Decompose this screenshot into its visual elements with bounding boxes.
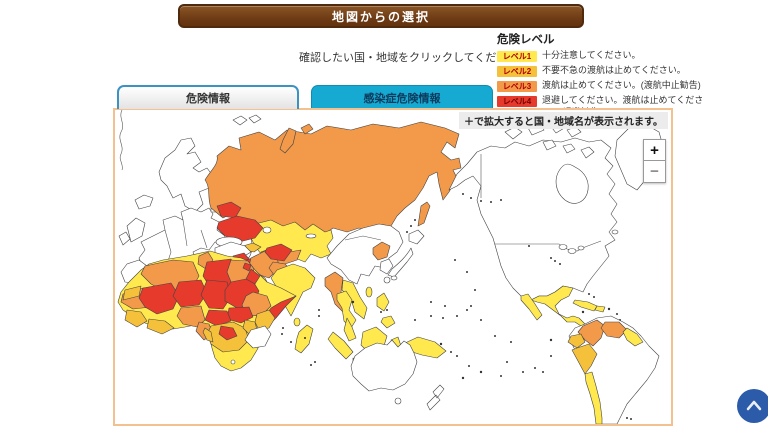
tab-danger-info[interactable]: 危険情報 bbox=[117, 85, 299, 109]
level2-chip: レベル2 bbox=[497, 66, 537, 77]
region-eastern-europe[interactable] bbox=[215, 201, 264, 253]
pacific-islands bbox=[281, 245, 561, 380]
level3-text: 渡航は止めてください。(渡航中止勧告) bbox=[542, 80, 701, 90]
back-to-top-button[interactable] bbox=[737, 389, 768, 423]
tab-infectious-disease-label: 感染症危険情報 bbox=[363, 92, 441, 105]
tab-infectious-disease-info[interactable]: 感染症危険情報 bbox=[311, 85, 493, 109]
legend-row-level1: レベル1 十分注意してください。 bbox=[497, 50, 759, 62]
legend-row-level2: レベル2 不要不急の渡航は止めてください。 bbox=[497, 65, 759, 77]
danger-level-legend: 危険レベル レベル1 十分注意してください。 レベル2 不要不急の渡航は止めてく… bbox=[497, 31, 759, 118]
chevron-up-icon bbox=[746, 400, 762, 411]
zoom-in-button[interactable]: + bbox=[643, 139, 666, 161]
world-map-panel[interactable]: ＋で拡大すると国・地域名が表示されます。 + − bbox=[113, 108, 673, 426]
region-east-asia[interactable] bbox=[326, 223, 425, 285]
level1-text: 十分注意してください。 bbox=[542, 50, 641, 60]
page-title-bar: 地図からの選択 bbox=[178, 4, 584, 28]
region-africa[interactable] bbox=[117, 250, 314, 372]
map-zoom-hint: ＋で拡大すると国・地域名が表示されます。 bbox=[459, 112, 668, 129]
map-left-coast-fragment bbox=[119, 110, 124, 171]
region-north-america[interactable] bbox=[448, 120, 664, 301]
legend-row-level3: レベル3 渡航は止めてください。(渡航中止勧告) bbox=[497, 80, 759, 92]
level3-chip: レベル3 bbox=[497, 81, 537, 92]
region-russia[interactable] bbox=[204, 121, 462, 245]
map-zoom-controls: + − bbox=[643, 139, 666, 183]
tab-danger-info-label: 危険情報 bbox=[186, 93, 230, 105]
level1-chip: レベル1 bbox=[497, 51, 537, 62]
zoom-out-button[interactable]: − bbox=[643, 161, 666, 183]
level2-text: 不要不急の渡航は止めてください。 bbox=[542, 65, 686, 75]
region-oceania[interactable] bbox=[350, 339, 445, 411]
instruction-text: 確認したい国・地域をクリックしてください。 bbox=[299, 52, 530, 64]
world-map[interactable] bbox=[115, 110, 671, 424]
legend-title: 危険レベル bbox=[497, 34, 555, 46]
page-title: 地図からの選択 bbox=[331, 9, 430, 24]
region-south-america[interactable] bbox=[549, 315, 660, 424]
region-central-america[interactable] bbox=[520, 285, 622, 327]
level4-chip: レベル4 bbox=[497, 96, 537, 107]
